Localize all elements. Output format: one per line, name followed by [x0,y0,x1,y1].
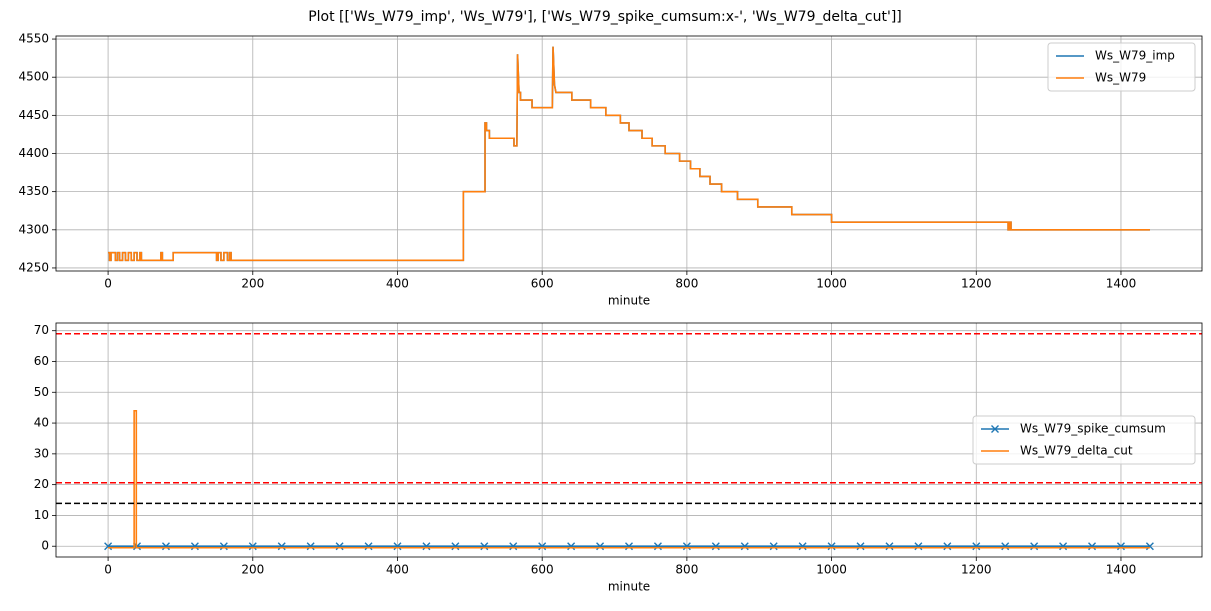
y-tick-label: 4500 [18,70,49,84]
y-tick-label: 10 [34,508,49,522]
x-tick-label: 800 [675,277,698,291]
y-tick-label: 50 [34,385,49,399]
x-tick-label: 1200 [961,563,992,577]
x-tick-label: 400 [386,563,409,577]
legend-marker [991,425,999,433]
x-tick-label: 1200 [961,277,992,291]
axes-frame [55,322,1203,558]
x-tick-label: 0 [104,563,112,577]
legend-box [1047,42,1196,92]
y-tick-label: 4450 [18,108,49,122]
series-line [108,46,1150,262]
y-tick-label: 40 [34,416,49,430]
y-tick-label: 4350 [18,184,49,198]
y-tick-label: 4250 [18,260,49,274]
legend-label: Ws_W79 [1095,71,1146,85]
x-tick-label: 0 [104,277,112,291]
x-tick-label: 1400 [1106,563,1137,577]
legend-label: Ws_W79_delta_cut [1020,444,1133,458]
y-tick-label: 4300 [18,222,49,236]
x-axis-label: minute [608,294,650,308]
y-tick-label: 20 [34,477,49,491]
y-tick-label: 4400 [18,146,49,160]
x-tick-label: 200 [241,277,264,291]
axes-frame [55,35,1203,272]
y-tick-label: 30 [34,446,49,460]
x-tick-label: 800 [675,563,698,577]
x-tick-label: 1400 [1106,277,1137,291]
x-axis-label: minute [608,580,650,594]
legend-box [972,415,1196,465]
legend-label: Ws_W79_imp [1095,49,1175,63]
x-tick-label: 400 [386,277,409,291]
series-line [108,409,1150,549]
x-tick-label: 600 [531,563,554,577]
x-tick-label: 600 [531,277,554,291]
y-tick-label: 0 [41,539,49,553]
x-tick-label: 1000 [816,277,847,291]
legend-label: Ws_W79_spike_cumsum [1020,422,1166,436]
x-tick-label: 1000 [816,563,847,577]
y-tick-label: 4550 [18,32,49,46]
figure-title: Plot [['Ws_W79_imp', 'Ws_W79'], ['Ws_W79… [308,9,902,25]
y-tick-label: 70 [34,323,49,337]
x-tick-label: 200 [241,563,264,577]
y-tick-label: 60 [34,354,49,368]
